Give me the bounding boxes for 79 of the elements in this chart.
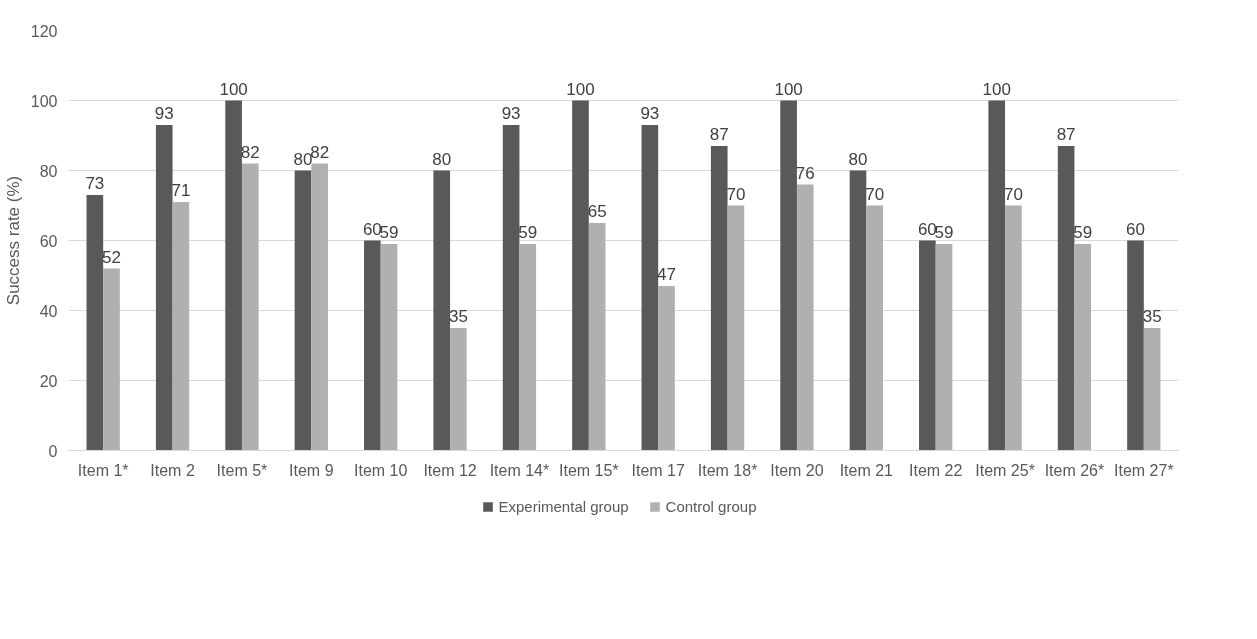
legend-label: Experimental group	[498, 497, 629, 515]
data-label: 70	[865, 184, 885, 204]
x-tick-label: Item 21	[839, 461, 894, 479]
data-label: 87	[1056, 125, 1076, 144]
data-label: 70	[726, 184, 746, 204]
bar	[588, 223, 606, 451]
data-label: 93	[154, 104, 174, 123]
x-tick-label: Item 26*	[1044, 461, 1105, 479]
data-label: 93	[640, 104, 660, 123]
y-tick-label: 100	[30, 92, 58, 110]
bar	[311, 163, 328, 451]
bar	[866, 205, 883, 451]
bar	[796, 184, 814, 451]
bar	[1143, 328, 1161, 451]
bar	[1127, 240, 1144, 451]
bar	[241, 163, 259, 451]
legend-label: Control group	[665, 497, 757, 515]
bar	[1074, 244, 1092, 451]
x-tick-label: Item 15*	[559, 461, 619, 479]
bar	[641, 125, 659, 451]
bar	[572, 100, 589, 451]
x-tick-label: Item 22	[909, 461, 963, 479]
data-label: 100	[219, 79, 248, 99]
bar	[727, 205, 745, 451]
y-axis-title: Success rate (%)	[3, 175, 23, 306]
x-tick-label: Item 14*	[489, 461, 550, 479]
data-label: 93	[501, 104, 521, 123]
x-tick-label: Item 20	[770, 461, 824, 479]
data-label: 80	[432, 149, 452, 169]
bar	[433, 170, 451, 451]
bar	[935, 244, 953, 451]
data-label: 59	[1073, 223, 1093, 242]
y-tick-label: 40	[39, 302, 58, 320]
bar	[988, 100, 1006, 451]
data-label: 100	[982, 79, 1011, 99]
x-tick-label: Item 25*	[975, 461, 1035, 479]
x-tick-label: Item 2	[150, 461, 195, 479]
data-label: 60	[1126, 219, 1145, 239]
y-tick-label: 0	[48, 442, 58, 460]
data-label: 87	[709, 125, 729, 144]
y-tick-label: 80	[39, 162, 58, 180]
bar	[1005, 205, 1022, 451]
y-tick-label: 120	[30, 22, 58, 40]
x-tick-label: Item 9	[289, 461, 334, 479]
data-label: 70	[1003, 184, 1023, 204]
x-tick-label: Item 18*	[697, 461, 758, 479]
bar	[450, 328, 467, 451]
bar	[919, 240, 936, 451]
bar	[1057, 146, 1075, 451]
bar	[710, 146, 728, 451]
x-tick-label: Item 1*	[77, 461, 129, 479]
bar	[103, 268, 120, 451]
bar	[155, 125, 173, 451]
x-tick-label: Item 10	[354, 461, 408, 479]
bar	[86, 195, 104, 451]
y-tick-label: 60	[39, 232, 58, 250]
data-label: 52	[102, 247, 121, 267]
bar	[849, 170, 867, 451]
x-tick-label: Item 5*	[216, 461, 268, 479]
x-tick-label: Item 17	[631, 461, 685, 479]
y-tick-label: 20	[39, 372, 58, 390]
bar	[380, 244, 398, 451]
bar	[502, 125, 520, 451]
x-tick-label: Item 27*	[1114, 461, 1174, 479]
data-label: 71	[171, 181, 191, 200]
bar	[172, 202, 190, 451]
data-label: 59	[518, 223, 538, 242]
bar	[364, 240, 381, 451]
data-label: 80	[848, 149, 868, 169]
data-label: 73	[85, 174, 105, 193]
bar	[780, 100, 797, 451]
bar	[294, 170, 312, 451]
bar	[225, 100, 242, 451]
x-tick-label: Item 12	[423, 461, 477, 479]
data-label: 100	[774, 79, 803, 99]
bar	[519, 244, 537, 451]
data-label: 100	[566, 79, 595, 99]
data-label: 35	[448, 307, 468, 326]
bar	[658, 286, 675, 451]
